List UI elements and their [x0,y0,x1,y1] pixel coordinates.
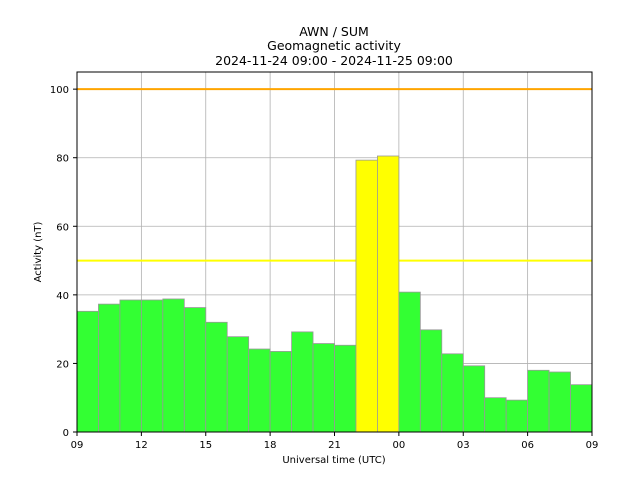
bar-07 [548,371,571,433]
bar-08 [570,384,593,433]
y-tick-label: 20 [56,359,69,370]
bar-14 [183,307,207,433]
title-line-3: 2024-11-24 09:00 - 2024-11-25 09:00 [215,53,453,68]
bar-19 [291,331,314,433]
bar-09 [76,310,99,433]
bar-02 [441,353,464,433]
bar-17 [248,348,271,433]
x-tick-label: 21 [328,440,341,451]
bar-03 [462,365,486,433]
x-tick-label: 18 [264,440,277,451]
bar-20 [312,343,335,433]
bar-10 [98,303,121,433]
x-tick-label: 06 [521,440,534,451]
chart-title: AWN / SUM Geomagnetic activity 2024-11-2… [215,24,453,68]
x-axis-label: Universal time (UTC) [282,455,385,466]
y-tick-label: 80 [56,154,69,165]
title-line-2: Geomagnetic activity [267,38,401,53]
bar-21 [334,344,357,433]
x-tick-label: 03 [457,440,470,451]
x-tick-label: 00 [393,440,406,451]
x-tick-label: 09 [586,440,599,451]
x-tick-label: 15 [199,440,212,451]
bar-12 [140,299,164,433]
bar-13 [162,298,185,433]
y-tick-label: 40 [56,291,69,302]
bar-11 [119,299,142,433]
y-tick-label: 100 [50,85,69,96]
bar-23 [377,155,400,433]
y-axis-label: Activity (nT) [33,221,44,282]
bar-04 [484,397,507,433]
bar-01 [419,329,443,433]
title-line-1: AWN / SUM [299,24,369,39]
x-tick-label: 09 [71,440,84,451]
bar-05 [505,399,529,433]
bar-00 [398,291,421,433]
bar-15 [205,321,228,433]
x-tick-label: 12 [135,440,148,451]
y-tick-label: 0 [63,428,69,439]
bar-06 [527,369,550,433]
bar-22 [355,159,378,433]
y-tick-label: 60 [56,222,69,233]
bar-18 [269,351,292,433]
bar-16 [226,336,250,433]
